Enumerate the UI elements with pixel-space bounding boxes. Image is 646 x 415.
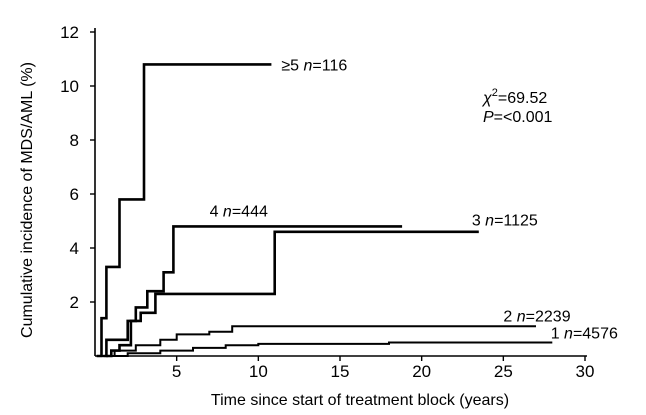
curve-3 <box>106 230 479 358</box>
x-tick-label: 25 <box>494 362 513 381</box>
p-value: =<0.001 <box>494 109 553 126</box>
y-tick-label: 4 <box>70 239 79 258</box>
curve-label-count: =1125 <box>494 212 538 229</box>
curve-label-count: =116 <box>312 57 347 74</box>
curve-label: 4 n=444 <box>210 203 268 220</box>
curve-label-group: 4 <box>210 203 223 220</box>
x-tick-label: 15 <box>331 362 350 381</box>
y-tick-label: 8 <box>70 131 79 150</box>
chi-symbol: χ <box>481 90 492 107</box>
curves <box>96 63 553 358</box>
p-symbol: P <box>483 109 494 126</box>
curve-label: 2 n=2239 <box>503 308 570 325</box>
curve-label: 3 n=1125 <box>472 212 538 229</box>
y-tick-label: 2 <box>70 293 79 312</box>
y-tick-label: 10 <box>60 77 79 96</box>
curve-label: ≥5 n=116 <box>281 57 347 74</box>
curve-label-count: =4576 <box>573 326 618 343</box>
p-value-annotation: P=<0.001 <box>483 109 553 126</box>
x-tick-label: 10 <box>249 362 268 381</box>
x-axis-label: Time since start of treatment block (yea… <box>211 392 509 409</box>
curve-label: 1 n=4576 <box>551 326 618 343</box>
curve-label-n: n <box>304 57 313 74</box>
curve-label-group: 3 <box>472 212 485 229</box>
curve-label-count: =2239 <box>526 308 571 325</box>
y-tick-label: 6 <box>70 185 79 204</box>
curve-label-group: 2 <box>503 308 516 325</box>
y-axis-label: Cumulative incidence of MDS/AML (%) <box>19 62 36 338</box>
x-tick-label: 5 <box>172 362 181 381</box>
x-tick-label: 20 <box>412 362 431 381</box>
curve-label-n: n <box>223 203 232 220</box>
curve-2 <box>99 325 536 357</box>
curve-label-n: n <box>517 308 526 325</box>
curve-label-count: =444 <box>232 203 268 220</box>
curve-1 <box>103 341 553 357</box>
curve-4 <box>103 225 403 358</box>
curve-label-group: ≥5 <box>281 57 303 74</box>
curve-ge5 <box>96 63 272 358</box>
chi-value: =69.52 <box>498 90 547 107</box>
curve-label-n: n <box>564 326 573 343</box>
y-tick-label: 12 <box>60 23 79 42</box>
x-tick-label: 30 <box>576 362 595 381</box>
chi-superscript: 2 <box>492 87 498 99</box>
chi-square-annotation: χ2=69.52 <box>481 87 547 107</box>
axes <box>94 28 587 357</box>
curve-label-n: n <box>485 212 494 229</box>
curve-label-group: 1 <box>551 326 564 343</box>
